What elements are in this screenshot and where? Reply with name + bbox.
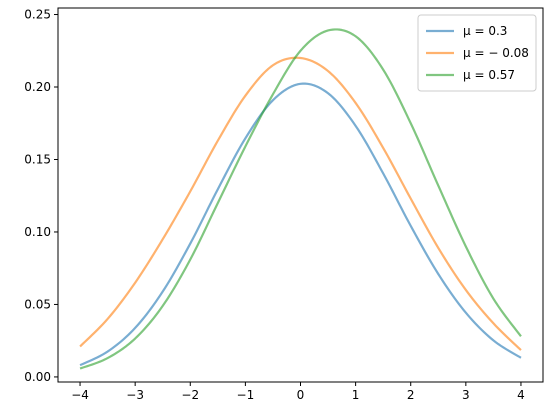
y-tick-label: 0.00 [24,370,51,384]
x-tick-label: −3 [126,388,144,402]
legend: μ = 0.3 μ = − 0.08 μ = 0.57 [417,14,537,92]
series-layer [79,28,522,370]
y-tick-label: 0.15 [24,152,51,166]
legend-label-2: μ = − 0.08 [463,46,529,60]
x-tick-label: −4 [71,388,89,402]
axes-layer: −4 −3 −2 −1 0 1 2 3 4 0.00 0.05 0.10 0.15 0.20 0.25 [24,7,544,402]
x-tick-label: −1 [237,388,255,402]
legend-label-3: μ = 0.57 [463,68,515,82]
series-line-1 [79,82,522,367]
x-tick-label: 0 [297,388,305,402]
y-tick-label: 0.20 [24,80,51,94]
y-tick-label: 0.05 [24,297,51,311]
x-tick-label: 3 [462,388,470,402]
x-tick-label: 1 [352,388,360,402]
legend-box [417,14,537,92]
x-tick-label: −2 [181,388,199,402]
y-tick-label: 0.25 [24,8,51,22]
legend-label-1: μ = 0.3 [463,24,507,38]
x-tick-label: 4 [517,388,525,402]
x-tick-label: 2 [407,388,415,402]
series-line-3 [79,28,522,370]
series-line-2 [79,56,522,351]
y-tick-label: 0.10 [24,225,51,239]
